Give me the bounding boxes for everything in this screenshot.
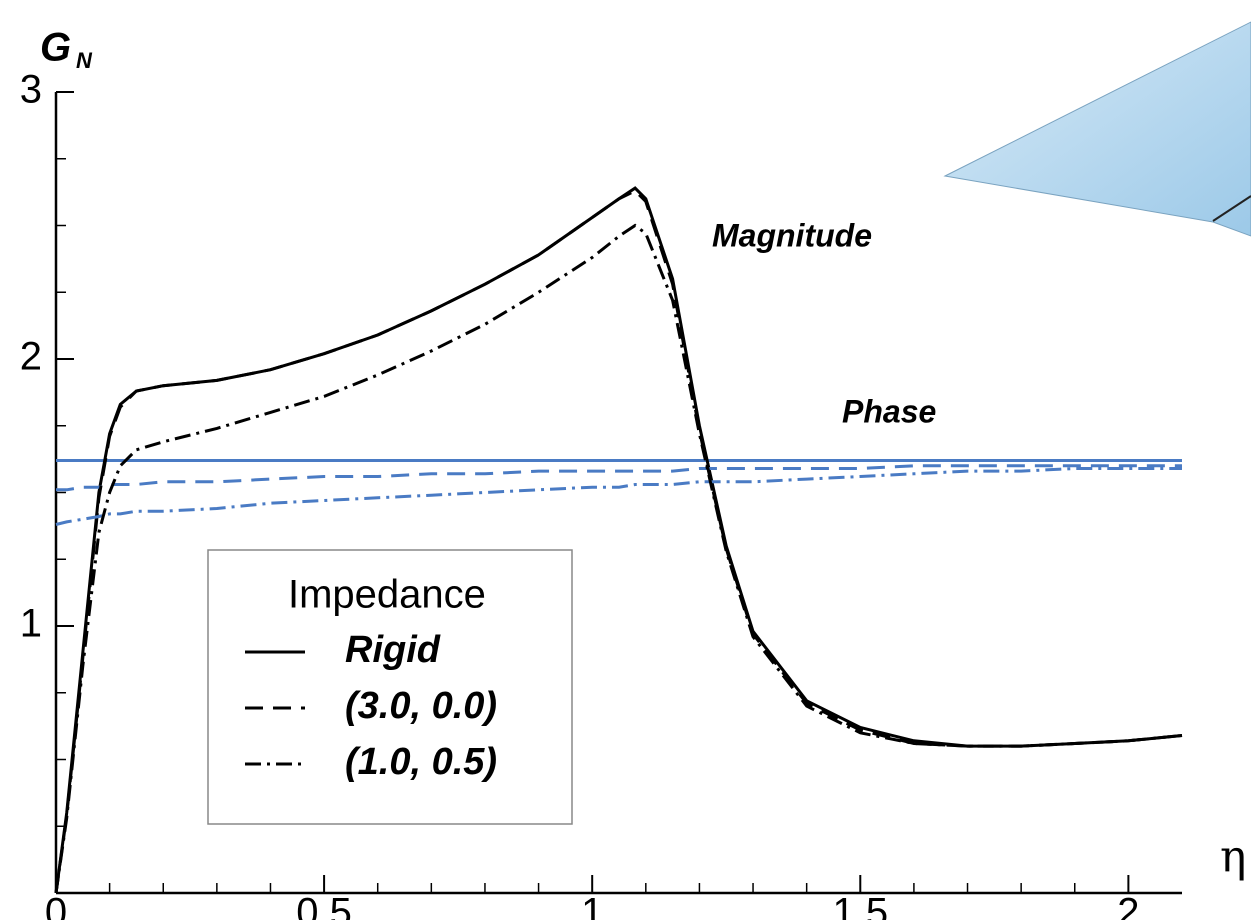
legend-label: (3.0, 0.0) (345, 685, 497, 727)
x-axis-label: η (1220, 832, 1246, 883)
y-tick-label: 3 (20, 68, 42, 112)
x-tick-label: 0 (45, 891, 67, 920)
phase-line (56, 464, 1182, 492)
y-axis-label: G (40, 26, 71, 70)
x-tick-label: 2 (1117, 891, 1139, 920)
legend-box (207, 549, 573, 825)
legend: Impedance Rigid (3.0, 0.0) (1.0, 0.5) (207, 549, 573, 825)
x-tick-label: 1.5 (832, 891, 888, 920)
phase-annotation: Phase (842, 393, 936, 429)
plane-edge (1212, 195, 1251, 222)
phase-line (55, 467, 1182, 526)
plane-illustration (943, 21, 1251, 237)
y-tick-label: 1 (20, 602, 42, 646)
y-tick-label: 2 (20, 335, 42, 379)
x-tick-label: 1 (581, 891, 603, 920)
magnitude-line (54, 186, 1183, 894)
x-tick-label: 0.5 (296, 891, 352, 920)
magnitude-line (54, 223, 1183, 894)
magnitude-annotation: Magnitude (712, 217, 872, 253)
legend-label: (1.0, 0.5) (345, 741, 497, 783)
y-axis-label-sub: N (76, 48, 93, 73)
legend-title: Impedance (288, 573, 486, 617)
magnitude-line (54, 188, 1183, 894)
legend-label: Rigid (345, 629, 441, 671)
plot-area: 0 0.5 1 1.5 2 1 2 3 (20, 68, 1183, 920)
